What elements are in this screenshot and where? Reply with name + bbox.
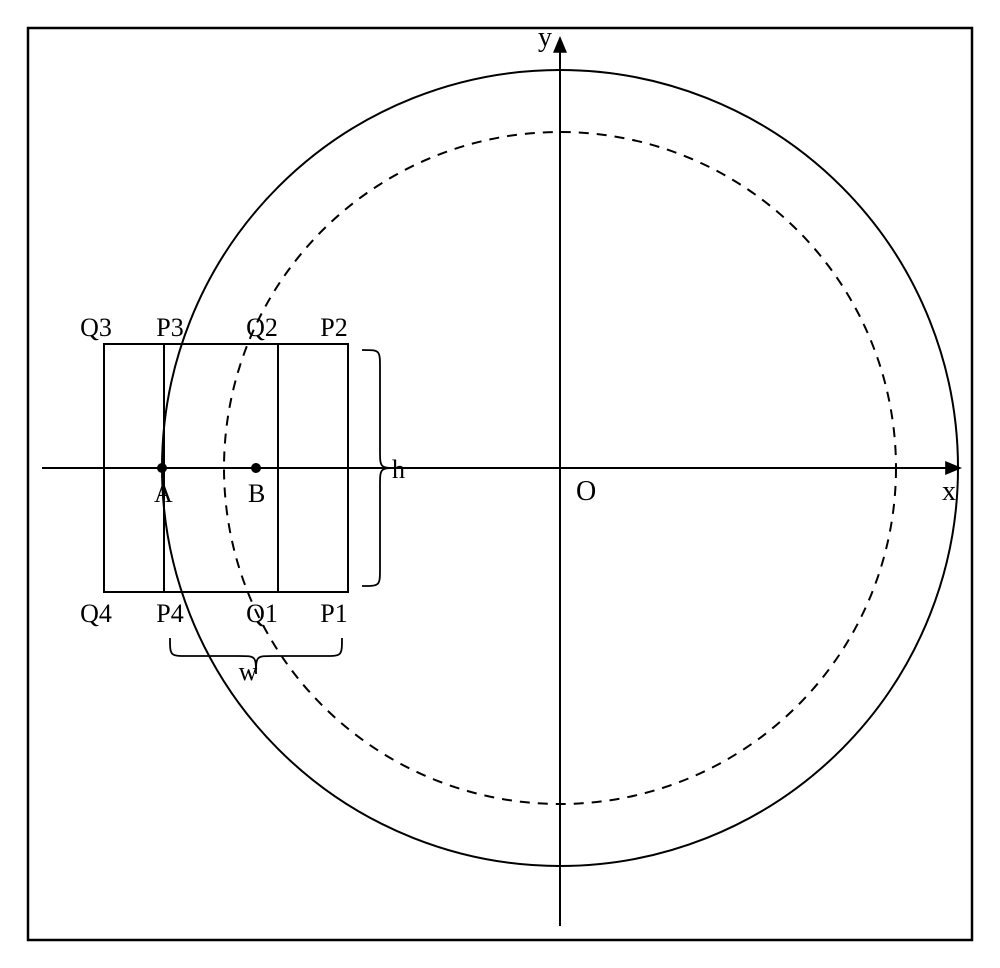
x-axis-label: x [942,476,956,507]
corner-label-P4: P4 [156,599,183,628]
corner-label-Q4: Q4 [80,599,112,628]
brace-w-label: w [239,657,258,686]
point-B [251,463,261,473]
corner-label-Q1: Q1 [246,599,278,628]
point-A-label: A [154,479,173,508]
corner-label-Q3: Q3 [80,313,112,342]
point-A [157,463,167,473]
y-axis-arrow-icon [553,36,567,53]
origin-label: O [576,476,596,507]
brace-h-label: h [392,455,405,484]
y-axis-label: y [538,22,552,53]
corner-label-P2: P2 [320,313,347,342]
x-axis-arrow-icon [945,461,962,475]
diagram-svg: x y O A B Q3 P3 Q2 P2 Q4 P4 Q1 P1 h w [0,0,1000,968]
corner-label-P3: P3 [156,313,183,342]
point-B-label: B [248,479,265,508]
diagram-canvas: x y O A B Q3 P3 Q2 P2 Q4 P4 Q1 P1 h w [0,0,1000,968]
corner-label-Q2: Q2 [246,313,278,342]
corner-label-P1: P1 [320,599,347,628]
